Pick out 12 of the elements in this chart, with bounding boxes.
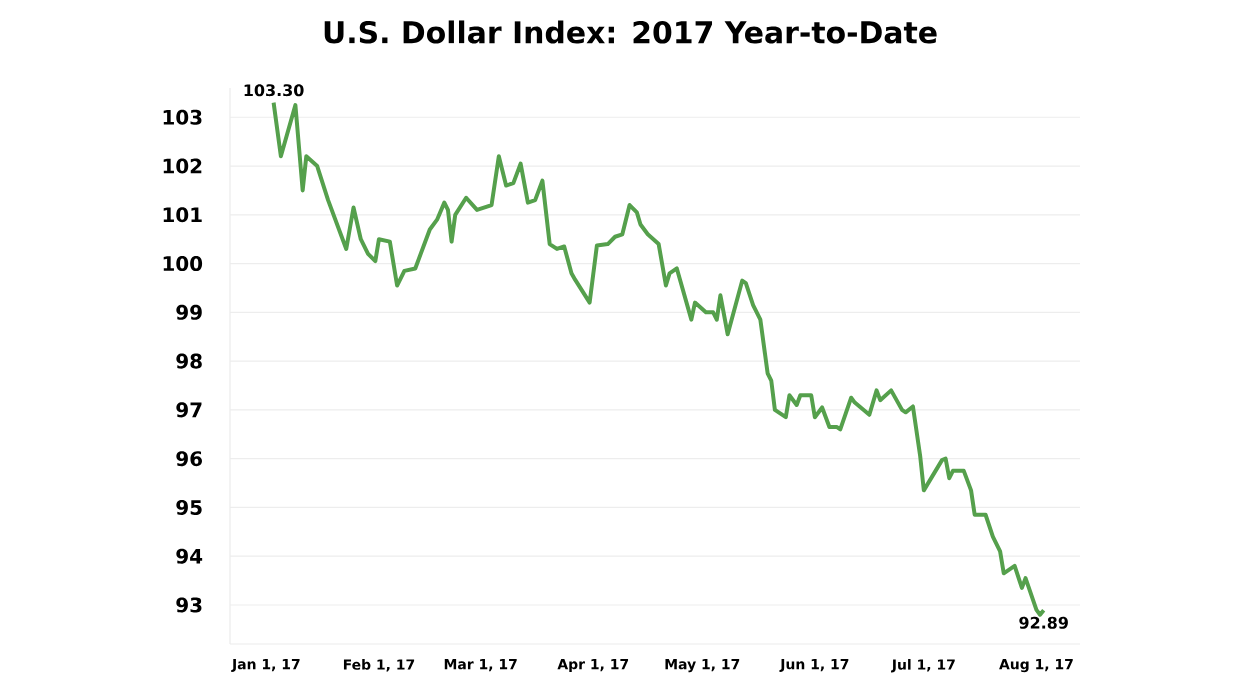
y-tick-label: 96 xyxy=(176,451,202,467)
y-tick-label: 94 xyxy=(176,548,203,564)
y-tick-label: 99 xyxy=(176,304,202,320)
y-tick-label: 93 xyxy=(176,597,202,613)
y-tick-label: 103 xyxy=(163,109,202,125)
y-tick-label: 98 xyxy=(176,353,202,369)
y-tick-label: 97 xyxy=(176,402,202,418)
y-tick-label: 95 xyxy=(176,499,202,515)
chart-title: U.S. Dollar Index: 2017 Year-to-Date xyxy=(324,20,937,44)
y-tick-label: 101 xyxy=(163,207,202,223)
y-tick-label: 102 xyxy=(163,158,202,174)
y-tick-label: 100 xyxy=(163,256,203,272)
